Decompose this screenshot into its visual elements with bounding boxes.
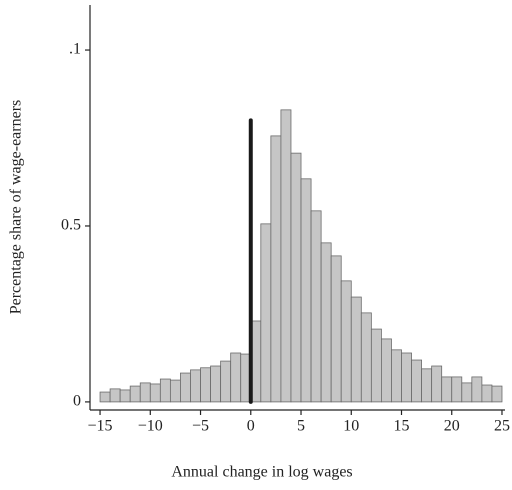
bar [149,383,161,403]
bar [99,391,111,403]
bar [260,223,272,403]
bar [391,349,402,403]
bar [119,389,131,403]
bar [230,352,242,403]
bar [290,152,302,403]
bar [401,352,412,403]
bar [109,388,121,403]
x-tick-label: 0 [247,418,255,435]
bar [360,312,372,403]
bar [491,385,503,403]
x-tick-label: 10 [343,418,359,435]
x-tick-label: −15 [88,418,113,435]
x-tick-label: 5 [297,418,305,435]
bar [129,385,141,403]
bar [340,280,352,403]
bar [350,296,362,403]
bar [190,369,201,403]
bar [381,338,392,403]
bar [431,365,443,403]
y-axis-label: Percentage share of wage-earners [8,100,25,315]
bar [220,360,232,403]
bar [441,376,453,403]
bar [159,378,171,403]
y-tick-label: 0.5 [61,217,81,234]
y-tick-label: .1 [69,41,81,58]
x-axis-label: Annual change in log wages [171,464,352,481]
x-tick-label: −5 [192,418,209,435]
bar [270,135,282,403]
bar [280,109,292,403]
bar [330,255,342,403]
bar [300,178,312,403]
bar [169,379,181,403]
bar [310,210,322,403]
bar [421,368,433,403]
bar [210,365,222,403]
x-tick-label: 25 [494,418,510,435]
bar [139,382,151,403]
bar [451,376,463,403]
bar [411,359,422,403]
bar [471,376,483,403]
bar [370,328,382,403]
bar [320,242,332,403]
bar [481,384,493,403]
bar [180,372,191,403]
x-tick-label: 15 [394,418,410,435]
bar [461,382,473,403]
bar [200,367,211,403]
y-tick-label: 0 [73,393,81,410]
x-tick-label: 20 [444,418,460,435]
x-tick-label: −10 [138,418,163,435]
